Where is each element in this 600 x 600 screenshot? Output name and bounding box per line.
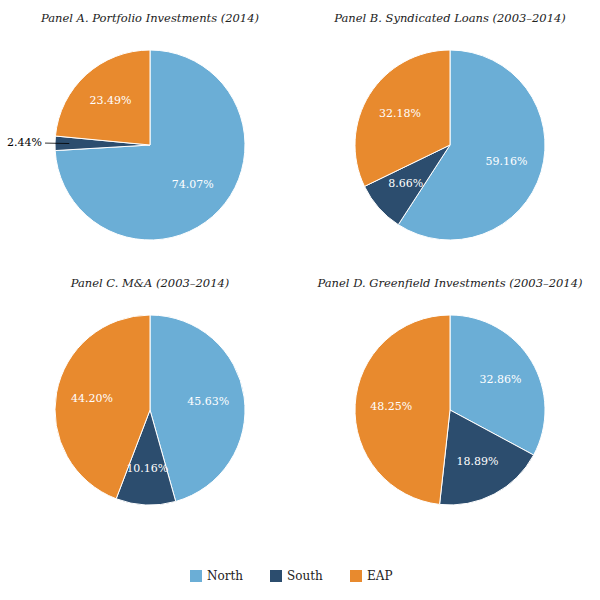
pie-slice: EAP [55, 50, 150, 145]
legend-swatch [350, 570, 362, 582]
chart-root: Panel A. Portfolio Investments (2014) Nor… [0, 0, 600, 600]
slices: NorthSouthEAP [55, 315, 245, 505]
legend-swatch [270, 570, 282, 582]
data-label: 2.44% [7, 136, 42, 149]
label-leader [45, 143, 69, 144]
data-label: 23.49% [89, 94, 131, 107]
pie-slice: EAP [355, 315, 450, 504]
data-label: 44.20% [71, 392, 113, 405]
labels: 59.16% 8.66% 32.18% [379, 107, 527, 190]
pie-slice: EAP [355, 50, 450, 186]
data-label: 10.16% [126, 462, 168, 475]
legend-label: EAP [367, 569, 393, 583]
data-label: 8.66% [388, 177, 423, 190]
legend: North South EAP [190, 569, 393, 583]
slices: NorthSouthEAP [355, 50, 545, 240]
labels: 32.86% 18.89% 48.25% [370, 373, 521, 468]
pie-panel: Panel B. Syndicated Loans (2003–2014) Nor… [333, 11, 566, 240]
data-label: 59.16% [486, 155, 528, 168]
data-label: 18.89% [456, 455, 498, 468]
pie-panel: Panel D. Greenfield Investments (2003–20… [317, 276, 583, 505]
pie-panel: Panel A. Portfolio Investments (2014) Nor… [7, 11, 259, 240]
panel-title: Panel B. Syndicated Loans (2003–2014) [333, 11, 566, 25]
labels: 45.63% 10.16% 44.20% [71, 392, 229, 475]
legend-label: South [287, 569, 323, 583]
legend-label: North [207, 569, 243, 583]
data-label: 45.63% [187, 395, 229, 408]
data-label: 32.86% [480, 373, 522, 386]
pie-panel: Panel C. M&A (2003–2014) NorthSouthEAP45.… [55, 276, 245, 505]
data-label: 32.18% [379, 107, 421, 120]
data-label: 48.25% [370, 400, 412, 413]
panel-title: Panel C. M&A (2003–2014) [70, 276, 230, 290]
data-label: 74.07% [172, 178, 214, 191]
pie-slice: South [440, 410, 534, 505]
labels: 74.07% 2.44% 23.49% [7, 94, 214, 191]
legend-swatch [190, 570, 202, 582]
slices: NorthSouthEAP [55, 50, 245, 240]
panel-title: Panel A. Portfolio Investments (2014) [40, 11, 259, 25]
pie-slice: North [55, 50, 245, 240]
panel-title: Panel D. Greenfield Investments (2003–20… [317, 276, 583, 290]
slices: NorthSouthEAP [355, 315, 545, 505]
